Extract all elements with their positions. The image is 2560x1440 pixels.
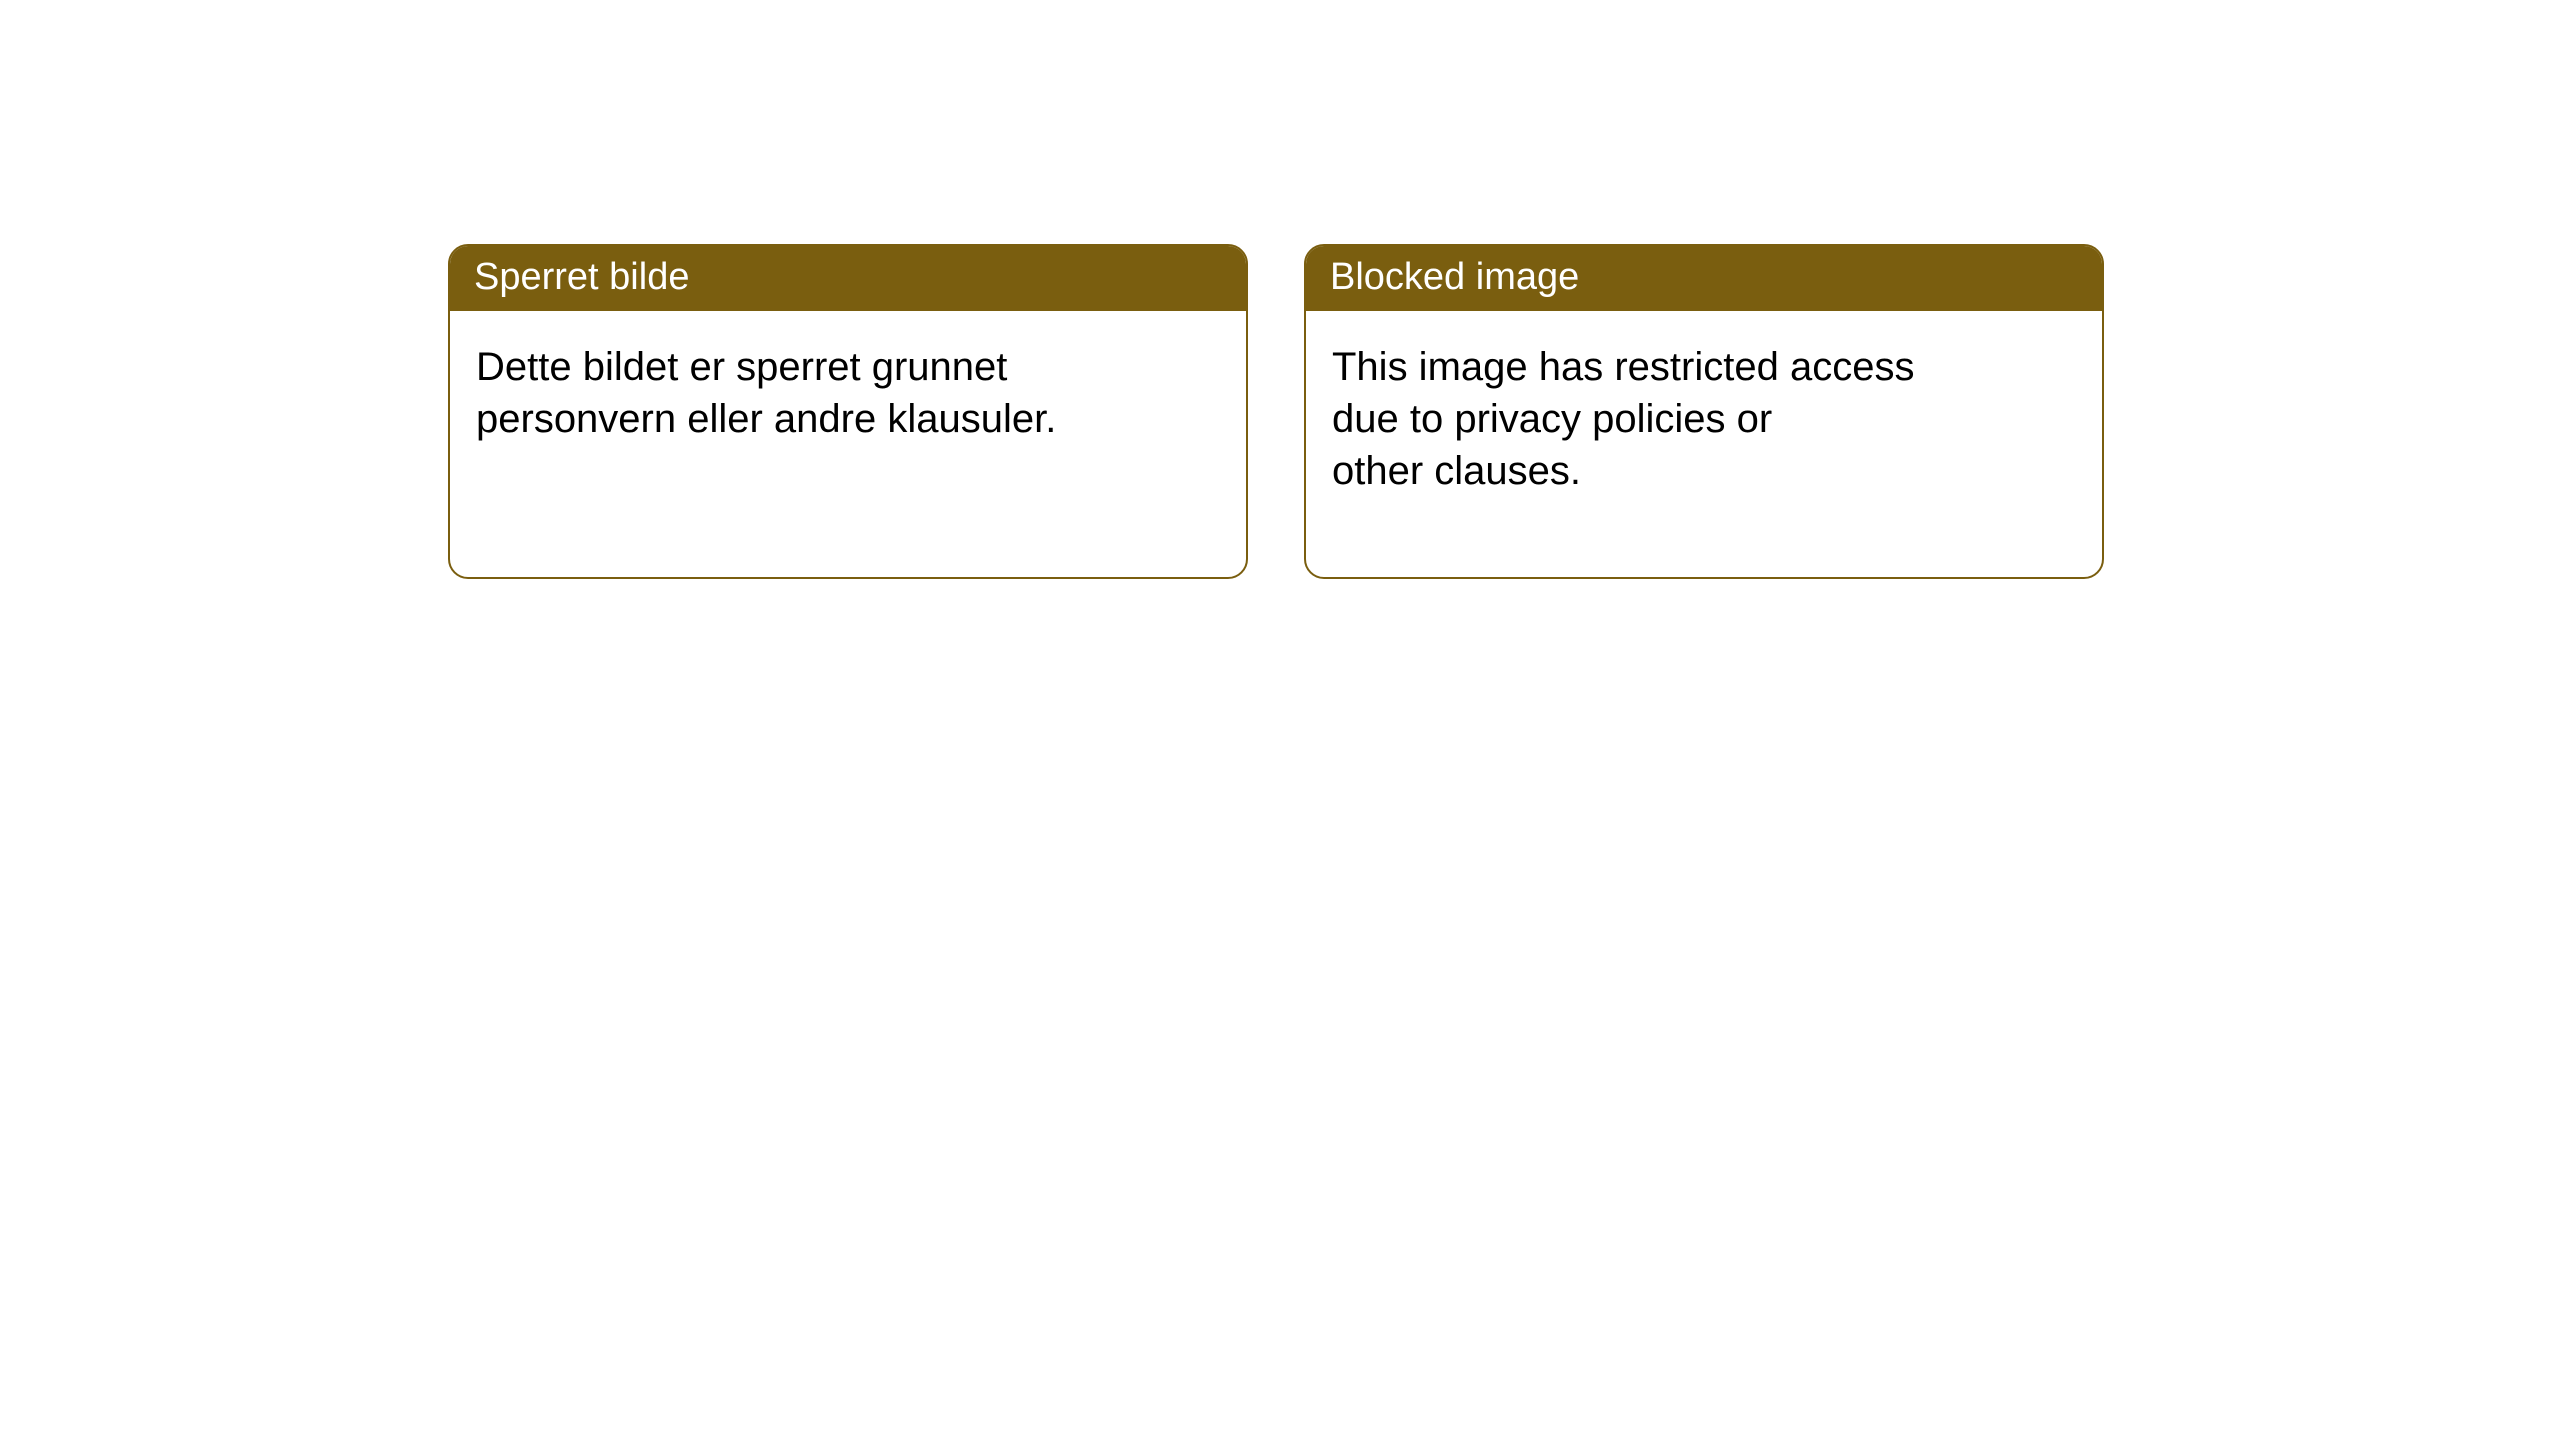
notice-box-english: Blocked image This image has restricted … — [1304, 244, 2104, 579]
notice-title-english: Blocked image — [1306, 246, 2102, 311]
notice-container: Sperret bilde Dette bildet er sperret gr… — [0, 0, 2560, 579]
notice-box-norwegian: Sperret bilde Dette bildet er sperret gr… — [448, 244, 1248, 579]
notice-title-norwegian: Sperret bilde — [450, 246, 1246, 311]
notice-body-english: This image has restricted access due to … — [1306, 311, 2102, 527]
notice-body-norwegian: Dette bildet er sperret grunnet personve… — [450, 311, 1246, 475]
